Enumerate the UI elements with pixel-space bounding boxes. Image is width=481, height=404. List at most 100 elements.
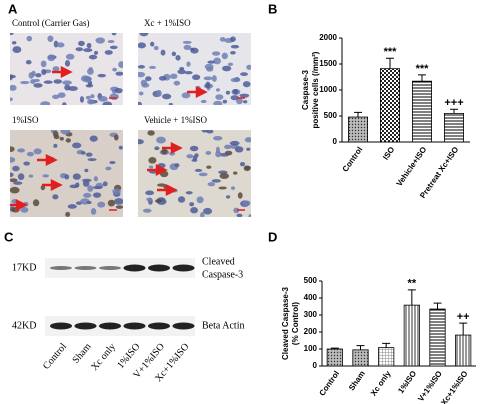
arrow: [162, 141, 183, 155]
cell: [79, 96, 85, 103]
cell: [219, 152, 230, 157]
error-bar: [459, 322, 468, 336]
cell: [194, 153, 199, 158]
cell: [72, 173, 81, 180]
cell: [203, 76, 213, 81]
cell: [62, 102, 67, 105]
cell: [219, 37, 226, 42]
panel-label: D: [268, 229, 277, 244]
panel-label: B: [268, 1, 277, 16]
cell: [87, 68, 94, 75]
cell: [47, 54, 56, 62]
arrow: [10, 198, 28, 212]
cell: [183, 44, 192, 51]
band-size: 42KD: [12, 320, 36, 331]
cell: [154, 199, 162, 203]
bar: [379, 68, 400, 143]
cell: [138, 91, 144, 96]
cell: [41, 69, 47, 75]
cell: [168, 102, 173, 105]
y-tick-label: 500: [324, 111, 338, 120]
x-tick-label: Control: [341, 145, 365, 173]
cell: [118, 61, 123, 68]
cell: [221, 52, 229, 60]
bar: [403, 304, 420, 367]
cell: [138, 65, 146, 69]
x-tick-label: Xc+1%ISO: [439, 369, 469, 404]
cell: [207, 182, 216, 187]
bar: [411, 80, 432, 143]
cell: [201, 130, 208, 133]
error-bar: [330, 347, 339, 349]
cell: [171, 51, 177, 57]
cell: [93, 50, 99, 55]
cell: [111, 33, 117, 36]
cell: [28, 72, 34, 79]
lane-label: Control: [41, 341, 69, 372]
cell: [97, 73, 106, 78]
cell: [113, 134, 119, 141]
cell: [115, 205, 123, 209]
cell: [177, 69, 186, 75]
cell: [10, 97, 13, 102]
cell: [233, 88, 239, 95]
cell: [28, 174, 34, 178]
cell: [86, 200, 92, 205]
cell: [97, 201, 106, 208]
error-bar: [382, 342, 391, 348]
cell: [186, 154, 194, 159]
cell: [149, 65, 157, 69]
cell: [236, 97, 243, 105]
cell: [90, 94, 95, 99]
cell: [224, 144, 232, 150]
band: [74, 322, 97, 330]
cell: [112, 67, 117, 72]
band-label: Caspase-3: [202, 269, 243, 280]
cell: [244, 137, 251, 143]
cell: [153, 45, 159, 51]
cell: [148, 156, 157, 164]
significance: ++: [457, 311, 470, 323]
cell: [190, 207, 198, 214]
cell: [157, 183, 167, 187]
y-tick-label: 400: [304, 293, 318, 302]
cell: [10, 33, 14, 36]
cell: [95, 37, 105, 44]
cell: [72, 142, 82, 149]
y-tick-label: 1500: [319, 59, 337, 68]
cell: [213, 135, 223, 141]
cell: [40, 60, 47, 68]
cell: [189, 202, 195, 207]
cell: [222, 65, 232, 72]
cell: [206, 165, 212, 169]
cell: [145, 76, 152, 82]
cell: [239, 93, 250, 98]
cell: [65, 53, 75, 60]
cell: [173, 80, 181, 86]
cell: [215, 146, 220, 154]
band: [74, 266, 97, 270]
cell: [203, 207, 213, 215]
bar: [347, 116, 368, 143]
bar: [443, 113, 464, 143]
cell: [65, 138, 71, 143]
arrow: [42, 178, 63, 192]
band: [172, 264, 195, 272]
cell: [185, 191, 193, 195]
micrograph-caption: Control (Carrier Gas): [12, 18, 89, 28]
bar: [378, 347, 395, 367]
band-size: 17KD: [12, 262, 36, 273]
y-axis-label: positive cells (/mm²): [311, 51, 320, 128]
cell: [78, 40, 85, 47]
cell: [206, 66, 214, 72]
y-tick-label: 0: [333, 137, 338, 146]
significance: ***: [384, 46, 398, 58]
cell: [233, 171, 238, 175]
bar: [429, 308, 446, 367]
cell: [211, 75, 217, 82]
cell: [17, 173, 25, 181]
cell: [12, 165, 20, 172]
cell: [75, 47, 84, 52]
band: [172, 322, 195, 330]
band: [50, 322, 72, 330]
